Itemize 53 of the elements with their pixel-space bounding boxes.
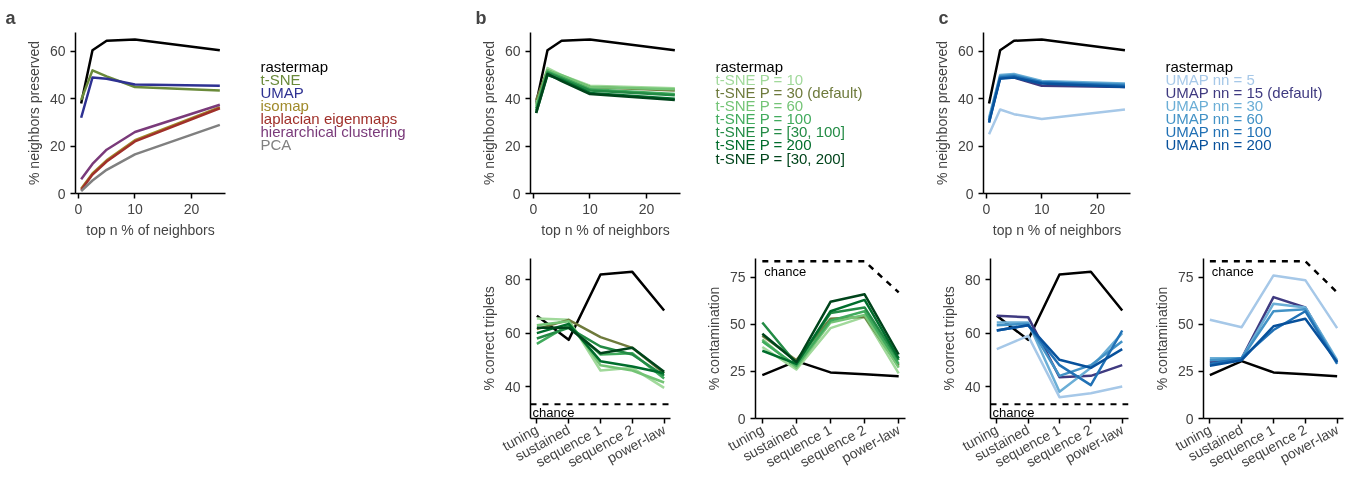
y-axis-title: % correct triplets — [480, 286, 497, 391]
y-tick-label: 50 — [1177, 316, 1194, 333]
y-axis-title: % neighbors preserved — [480, 41, 497, 185]
y-tick-label: 20 — [504, 138, 521, 155]
y-tick-label: 75 — [1177, 269, 1194, 286]
chart-title: c — [938, 7, 949, 28]
x-tick-label: 20 — [1089, 200, 1106, 217]
y-tick-label: 25 — [729, 363, 746, 380]
series-label: chance — [764, 264, 807, 280]
y-tick-label: 0 — [512, 185, 521, 202]
x-axis-title: top n % of neighbors — [541, 221, 670, 238]
y-tick-label: 25 — [1177, 363, 1194, 380]
y-tick-label: 0 — [737, 410, 746, 427]
text: t-SNE P = [30, 200] — [715, 149, 845, 167]
y-tick-label: 60 — [964, 325, 981, 342]
y-tick-label: 0 — [965, 185, 974, 202]
y-axis-title: % neighbors preserved — [25, 41, 42, 185]
y-tick-label: 50 — [729, 316, 746, 333]
y-tick-label: 40 — [504, 378, 521, 395]
x-tick-label: 0 — [74, 200, 83, 217]
y-tick-label: 40 — [957, 90, 974, 107]
y-tick-label: 80 — [964, 271, 981, 288]
y-tick-label: 60 — [504, 325, 521, 342]
x-tick-label: 0 — [529, 200, 538, 217]
chart-title: a — [5, 7, 17, 28]
y-tick-label: 80 — [504, 271, 521, 288]
y-tick-label: 40 — [504, 90, 521, 107]
y-axis-title: % contamination — [1153, 286, 1170, 391]
y-axis-title: % correct triplets — [940, 286, 957, 391]
y-axis-title: % contamination — [705, 286, 722, 391]
y-tick-label: 40 — [49, 90, 66, 107]
y-tick-label: 60 — [504, 43, 521, 60]
y-tick-label: 60 — [957, 43, 974, 60]
x-tick-label: 10 — [127, 200, 143, 217]
y-tick-label: 20 — [49, 138, 66, 155]
x-tick-label: 10 — [1033, 200, 1050, 217]
ref-line-label: chance — [532, 405, 575, 421]
x-tick-label: 10 — [582, 200, 598, 217]
y-tick-label: 60 — [49, 43, 66, 60]
text: PCA — [260, 136, 292, 154]
y-tick-label: 40 — [964, 378, 981, 395]
y-axis-title: % neighbors preserved — [933, 41, 950, 185]
chart-title: b — [475, 7, 487, 28]
y-tick-label: 20 — [957, 138, 974, 155]
y-tick-label: 75 — [729, 269, 746, 286]
y-tick-label: 0 — [1185, 410, 1194, 427]
x-tick-label: 20 — [638, 200, 655, 217]
y-tick-label: 0 — [57, 185, 66, 202]
x-axis-title: top n % of neighbors — [86, 221, 215, 238]
x-tick-label: 20 — [183, 200, 200, 217]
series-label: chance — [1211, 264, 1254, 280]
x-axis-title: top n % of neighbors — [992, 221, 1122, 238]
ref-line-label: chance — [992, 405, 1035, 421]
